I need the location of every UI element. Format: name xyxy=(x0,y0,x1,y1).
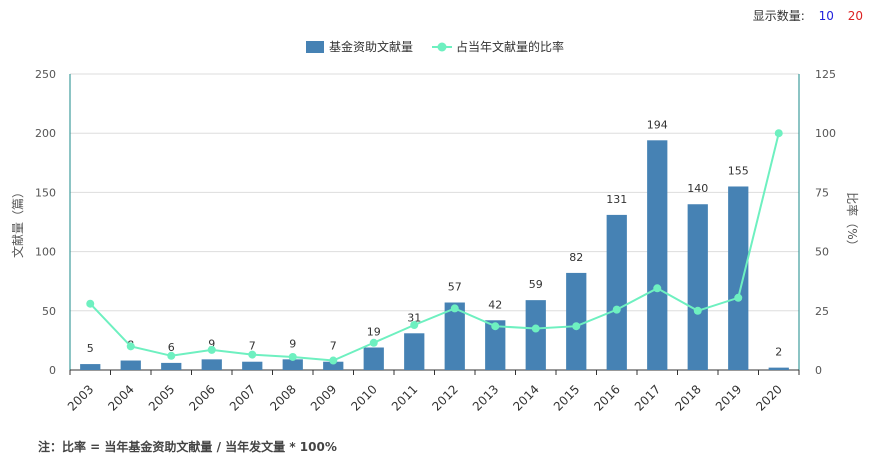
display-count-20-option[interactable]: 20 xyxy=(847,9,863,23)
x-tick-label: 2006 xyxy=(186,382,217,413)
legend-line-marker xyxy=(437,42,447,52)
bar-data-label: 194 xyxy=(647,118,668,131)
bar xyxy=(606,214,627,370)
y-left-tick-label: 200 xyxy=(35,127,56,140)
bar xyxy=(647,140,668,370)
bar-data-label: 82 xyxy=(569,251,583,264)
bar-data-label: 19 xyxy=(367,326,381,339)
bar xyxy=(161,362,182,370)
bar xyxy=(363,347,384,370)
ratio-point xyxy=(126,342,135,351)
y-right-tick-label: 100 xyxy=(815,127,836,140)
bar-data-label: 155 xyxy=(728,164,749,177)
y-right-tick-label: 25 xyxy=(815,305,829,318)
bar-data-label: 57 xyxy=(448,281,462,294)
y-right-axis-title: 比率（%） xyxy=(845,192,860,251)
legend-line-label: 占当年文献量的比率 xyxy=(456,39,564,54)
y-left-axis-title: 文献量（篇） xyxy=(10,186,25,258)
ratio-point xyxy=(450,304,459,313)
x-tick-label: 2008 xyxy=(267,382,298,413)
x-tick-label: 2007 xyxy=(227,382,258,413)
x-tick-label: 2019 xyxy=(713,382,744,413)
legend-bar-label: 基金资助文献量 xyxy=(329,39,413,54)
bar xyxy=(282,359,303,370)
ratio-point xyxy=(248,350,257,359)
ratio-point xyxy=(288,352,297,361)
bar xyxy=(444,302,465,370)
y-left-tick-label: 0 xyxy=(49,364,56,377)
ratio-point xyxy=(167,351,176,360)
ratio-point xyxy=(653,284,662,293)
x-tick-label: 2011 xyxy=(389,382,420,413)
x-tick-label: 2004 xyxy=(105,382,136,413)
ratio-point xyxy=(693,306,702,315)
ratio-line xyxy=(89,132,780,362)
bar xyxy=(728,186,749,370)
ratio-note: 注：比率 = 当年基金资助文献量 / 当年发文量 * 100% xyxy=(38,440,337,454)
y-right-tick-label: 0 xyxy=(815,364,822,377)
y-left-tick-label: 150 xyxy=(35,186,56,199)
y-left-tick-label: 50 xyxy=(42,305,56,318)
x-tick-label: 2016 xyxy=(591,382,622,413)
bar-data-label: 9 xyxy=(289,337,296,350)
ratio-point xyxy=(86,299,95,308)
bar xyxy=(242,361,263,370)
bar-data-label: 5 xyxy=(87,342,94,355)
bar-data-label: 42 xyxy=(488,298,502,311)
bar xyxy=(201,359,222,370)
y-right-tick-label: 125 xyxy=(815,68,836,81)
display-count-selector: 显示数量: 10 20 xyxy=(753,7,863,24)
bar-data-label: 2 xyxy=(775,346,782,359)
bar-data-label: 9 xyxy=(208,337,215,350)
ratio-point xyxy=(734,293,743,302)
legend-bar-swatch xyxy=(306,41,324,53)
display-count-10-option[interactable]: 10 xyxy=(818,9,834,23)
x-tick-label: 2020 xyxy=(753,382,784,413)
x-tick-label: 2003 xyxy=(65,382,96,413)
x-tick-label: 2010 xyxy=(348,382,379,413)
bar xyxy=(525,300,546,370)
bar xyxy=(323,361,344,370)
ratio-point xyxy=(207,345,216,354)
ratio-point xyxy=(369,338,378,347)
bar xyxy=(404,333,425,370)
x-tick-label: 2017 xyxy=(632,382,663,413)
bar-data-label: 131 xyxy=(606,193,627,206)
x-tick-label: 2018 xyxy=(672,382,703,413)
x-tick-label: 2005 xyxy=(146,382,177,413)
bar-data-label: 7 xyxy=(249,340,256,353)
y-left-tick-label: 250 xyxy=(35,68,56,81)
ratio-point xyxy=(329,356,338,365)
ratio-point xyxy=(410,321,419,330)
ratio-point xyxy=(612,305,621,314)
bar xyxy=(80,364,101,370)
bar xyxy=(485,320,506,370)
x-tick-label: 2009 xyxy=(308,382,339,413)
bar-data-label: 59 xyxy=(529,278,543,291)
bar xyxy=(120,360,141,370)
ratio-point xyxy=(774,129,783,138)
bar-data-label: 31 xyxy=(407,311,421,324)
bar xyxy=(566,272,587,370)
x-tick-label: 2015 xyxy=(551,382,582,413)
y-right-tick-label: 50 xyxy=(815,246,829,259)
display-count-label: 显示数量: xyxy=(752,9,805,23)
y-left-tick-label: 100 xyxy=(35,246,56,259)
bar-data-label: 140 xyxy=(687,182,708,195)
ratio-point xyxy=(531,324,540,333)
ratio-point xyxy=(491,322,500,331)
y-right-tick-label: 75 xyxy=(815,186,829,199)
x-tick-label: 2014 xyxy=(510,382,541,413)
ratio-point xyxy=(572,322,581,331)
bar-data-label: 6 xyxy=(168,341,175,354)
bar xyxy=(768,367,789,370)
bar xyxy=(687,204,708,370)
x-tick-label: 2013 xyxy=(470,382,501,413)
x-tick-label: 2012 xyxy=(429,382,460,413)
bar-data-label: 7 xyxy=(330,340,337,353)
